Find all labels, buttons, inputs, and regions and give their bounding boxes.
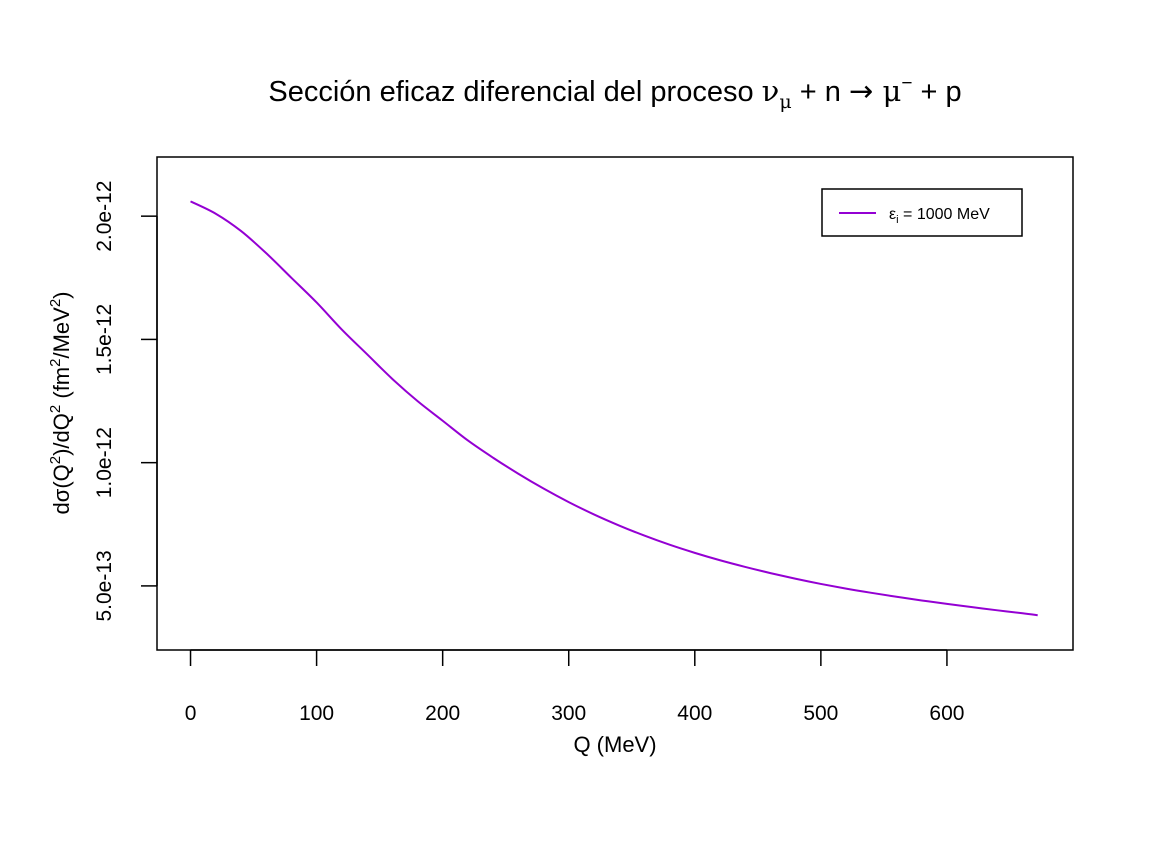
ylabel-b-sup: 2 (47, 405, 64, 413)
y-tick-label: 1.5e-12 (93, 304, 116, 375)
legend: εi = 1000 MeV (821, 188, 1023, 237)
title-mu: μ (873, 74, 901, 108)
title-plus-n: + n (792, 76, 849, 108)
title-prefix: Sección eficaz diferencial del proceso (268, 76, 761, 108)
x-tick-label: 400 (677, 702, 712, 725)
ylabel-b: )/dQ (49, 413, 74, 456)
title-arrow: → (849, 74, 873, 108)
ylabel-a: dσ(Q (49, 464, 74, 514)
legend-label: εi = 1000 MeV (889, 206, 990, 226)
x-tick-label: 300 (551, 702, 586, 725)
legend-sub: i (896, 214, 898, 226)
x-tick-label: 0 (185, 702, 197, 725)
title-mu-sup: − (901, 73, 912, 94)
y-axis: 5.0e-13 1.0e-12 1.5e-12 2.0e-12 (93, 181, 158, 622)
title-nu: ν (762, 74, 780, 108)
legend-eps: ε (889, 206, 896, 223)
ylabel-d: /MeV (49, 307, 74, 359)
ylabel-e: ) (49, 291, 74, 298)
x-axis: 0 100 200 300 400 500 600 (185, 649, 964, 725)
ylabel-c: (fm (49, 367, 74, 405)
x-tick-label: 100 (299, 702, 334, 725)
ylabel-c-sup: 2 (47, 359, 64, 367)
title-plus-p: + p (912, 76, 961, 108)
x-tick-label: 600 (929, 702, 964, 725)
y-tick-label: 5.0e-13 (93, 550, 116, 621)
ylabel-d-sup: 2 (47, 299, 64, 307)
chart-title: Sección eficaz diferencial del proceso ν… (268, 73, 961, 113)
y-tick-label: 2.0e-12 (93, 181, 116, 252)
x-tick-label: 500 (803, 702, 838, 725)
legend-rest: = 1000 MeV (899, 206, 991, 223)
ylabel-a-sup: 2 (47, 456, 64, 464)
series-line (190, 200, 1038, 617)
title-nu-sub: μ (779, 91, 791, 113)
x-axis-title: Q (MeV) (573, 732, 656, 757)
x-tick-label: 200 (425, 702, 460, 725)
y-tick-label: 1.0e-12 (93, 427, 116, 498)
y-axis-title: dσ(Q2)/dQ2 (fm2/MeV2) (47, 291, 74, 514)
